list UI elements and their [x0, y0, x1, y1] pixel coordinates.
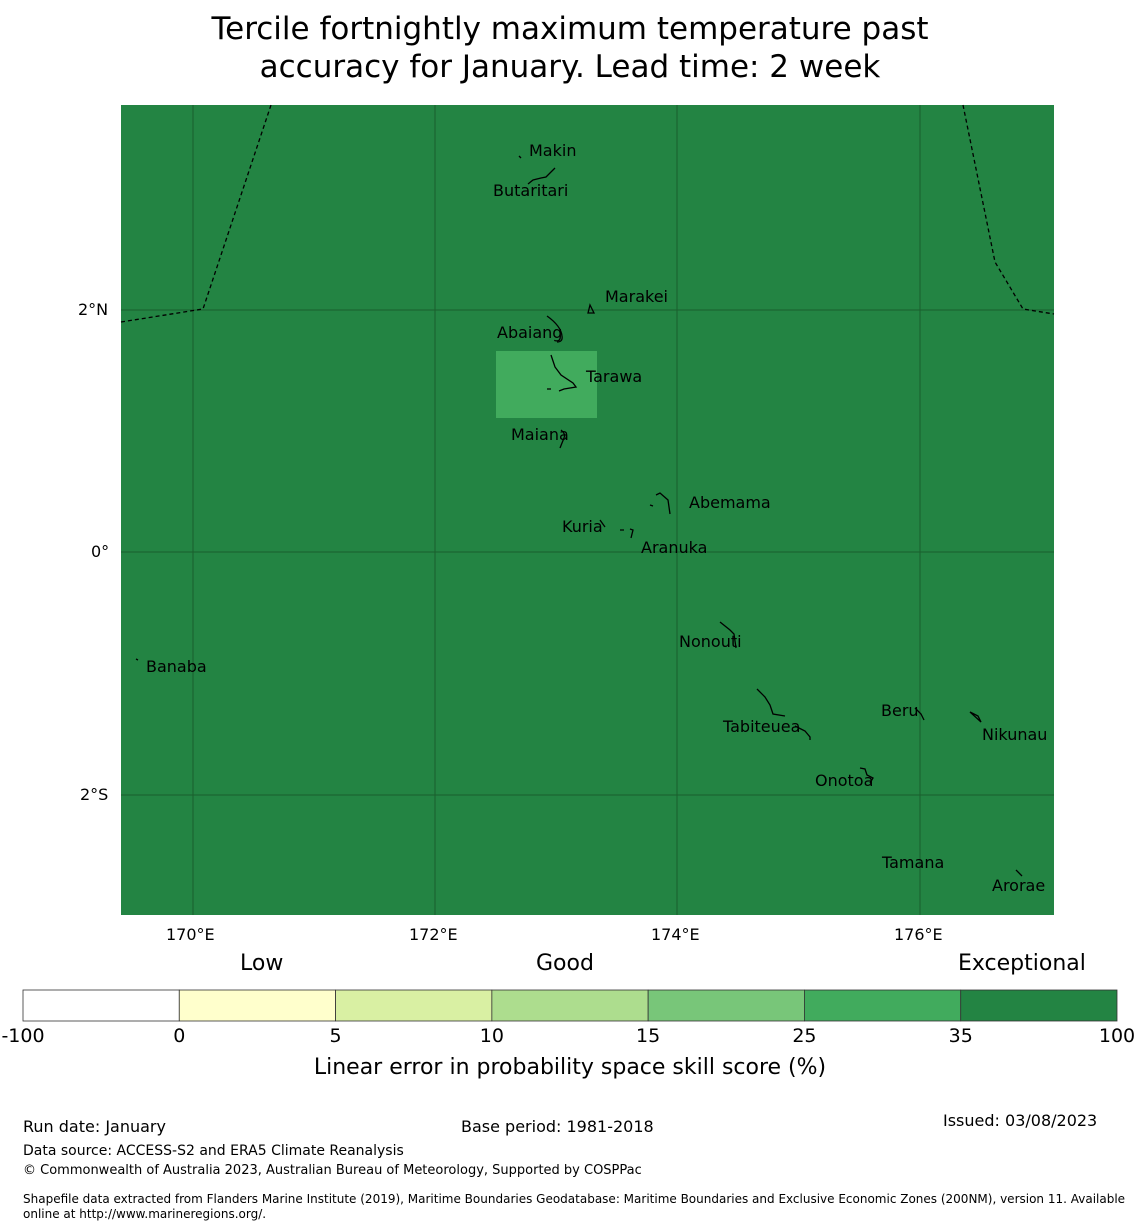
island-label: Marakei [605, 287, 668, 306]
colorbar-tick: 25 [792, 1025, 817, 1047]
colorbar-tick: 0 [173, 1025, 186, 1047]
lat-tick: 2°N [78, 300, 109, 319]
island-label: Abaiang [497, 323, 563, 342]
island-label: Butaritari [493, 181, 569, 200]
colorbar-tick: 15 [636, 1025, 661, 1047]
island-label: Tarawa [586, 367, 643, 386]
island-outlines [135, 155, 1023, 877]
island-label: Makin [529, 141, 577, 160]
colorbar-tick: 35 [948, 1025, 973, 1047]
island-label: Kuria [562, 517, 603, 536]
island-label: Beru [881, 701, 919, 720]
skill-cell-tarawa [496, 351, 597, 418]
eez-boundary [120, 104, 1055, 323]
colorbar-tick: 5 [329, 1025, 342, 1047]
colorbar-tick: -100 [1, 1025, 45, 1047]
colorbar-label: Linear error in probability space skill … [313, 1055, 827, 1080]
island-label: Banaba [146, 657, 207, 676]
copyright: © Commonwealth of Australia 2023, Austra… [23, 1163, 642, 1178]
data-source: Data source: ACCESS-S2 and ERA5 Climate … [23, 1143, 404, 1159]
colorbar-category-low: Low [240, 951, 284, 976]
run-date: Run date: January [23, 1117, 166, 1136]
island-label: Maiana [511, 425, 569, 444]
lon-tick: 172°E [409, 925, 458, 944]
island-label: Arorae [992, 876, 1046, 895]
island-label: Abemama [689, 493, 771, 512]
map-background [121, 105, 1054, 915]
shapefile-credit-2: online at http://www.marineregions.org/. [23, 1207, 267, 1221]
island-label: Onotoa [815, 771, 874, 790]
lat-tick: 2°S [80, 785, 109, 804]
chart-title: Tercile fortnightly maximum temperature … [0, 10, 1140, 86]
colorbar-tick: 10 [479, 1025, 504, 1047]
colorbar-category-exceptional: Exceptional [958, 951, 1086, 976]
title-line-1: Tercile fortnightly maximum temperature … [211, 11, 929, 47]
issued-date: Issued: 03/08/2023 [943, 1111, 1098, 1130]
title-line-2: accuracy for January. Lead time: 2 week [259, 49, 881, 85]
island-label: Tabiteuea [723, 717, 801, 736]
gridlines [121, 105, 1054, 915]
base-period: Base period: 1981-2018 [461, 1117, 654, 1136]
lat-tick: 0° [91, 542, 110, 561]
colorbar-category-good: Good [536, 951, 594, 976]
island-label: Nonouti [679, 632, 742, 651]
island-label: Nikunau [982, 725, 1048, 744]
lon-tick: 174°E [651, 925, 700, 944]
island-label: Tamana [882, 853, 945, 872]
shapefile-credit-1: Shapefile data extracted from Flanders M… [23, 1192, 1126, 1206]
colorbar-tick: 100 [1098, 1025, 1136, 1047]
lon-tick: 176°E [894, 925, 943, 944]
island-label: Aranuka [641, 538, 708, 557]
lon-tick: 170°E [166, 925, 215, 944]
